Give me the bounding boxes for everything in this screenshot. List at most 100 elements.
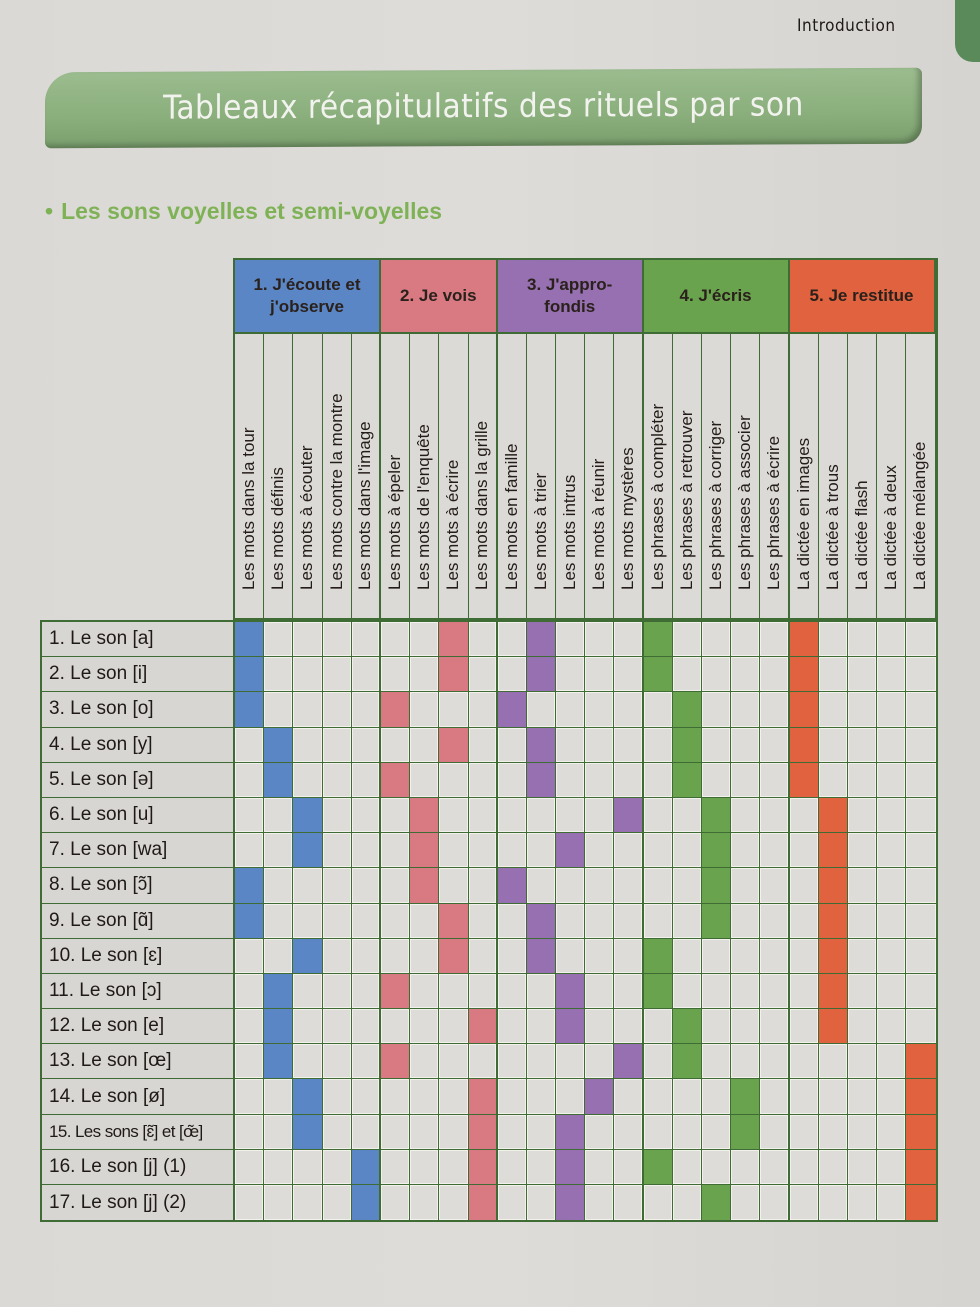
group-header-label: 5. Je restitue <box>809 286 914 305</box>
table-cell <box>614 903 644 939</box>
table-cell <box>439 1114 469 1150</box>
table-cell-filled <box>818 903 848 939</box>
table-cell <box>556 1044 586 1080</box>
table-cell <box>847 1044 878 1080</box>
table-cell <box>877 727 907 763</box>
column-header-label: La dictée à deux <box>881 465 901 590</box>
table-cell <box>293 1185 323 1221</box>
table-cell-filled <box>672 692 702 728</box>
table-cell <box>556 1079 586 1115</box>
table-cell <box>468 938 498 974</box>
column-header-label: Les phrases à écrire <box>763 435 783 590</box>
table-cell <box>672 938 702 974</box>
column-header: Les mots intrus <box>556 332 586 618</box>
table-cell <box>585 622 615 658</box>
table-cell <box>322 938 352 974</box>
table-cell <box>351 727 381 763</box>
table-cell-filled <box>526 903 557 939</box>
table-cell <box>556 657 586 693</box>
table-cell-filled <box>614 1044 644 1080</box>
table-cell <box>847 692 878 728</box>
column-header-label: La dictée mélangée <box>910 441 930 590</box>
table-cell <box>556 868 586 904</box>
table-cell <box>906 657 936 693</box>
column-header: La dictée mélangée <box>906 332 936 618</box>
table-cell-filled <box>264 727 294 763</box>
column-header-label: Les phrases à corriger <box>706 420 726 590</box>
column-header: Les mots à écouter <box>293 332 323 618</box>
table-cell <box>556 903 586 939</box>
table-cell <box>322 868 352 904</box>
table-cell <box>731 903 761 939</box>
table-cell-filled <box>410 833 440 869</box>
table-cell <box>760 1149 790 1185</box>
table-cell <box>847 1079 878 1115</box>
table-cell <box>380 1114 411 1150</box>
table-cell-filled <box>235 903 265 939</box>
table-cell <box>264 622 294 658</box>
table-cell <box>847 1185 878 1221</box>
table-cell-filled <box>789 622 819 658</box>
column-header-label: Les mots à écrire <box>443 459 463 590</box>
table-cell <box>468 622 498 658</box>
table-cell <box>497 1009 527 1045</box>
table-cell <box>468 833 498 869</box>
table-cell <box>877 903 907 939</box>
row-label: 11. Le son [ɔ] <box>42 973 235 1010</box>
table-cell <box>672 622 702 658</box>
table-cell <box>789 868 819 904</box>
table-cell <box>877 797 907 834</box>
table-cell <box>439 1185 469 1221</box>
table-cell-filled <box>264 973 294 1010</box>
table-cell <box>643 1079 673 1115</box>
table-cell <box>235 762 265 798</box>
table-cell <box>322 903 352 939</box>
table-cell-filled <box>906 1114 936 1150</box>
table-cell-filled <box>818 833 848 869</box>
table-cell <box>351 622 381 658</box>
chapter-edge-tab <box>955 0 980 62</box>
table-cell <box>672 1149 702 1185</box>
table-cell-filled <box>293 1079 323 1115</box>
table-cell-filled <box>439 727 469 763</box>
table-cell <box>877 868 907 904</box>
column-header-label: Les mots mystères <box>618 447 638 590</box>
table-cell <box>877 833 907 869</box>
table-cell <box>731 1009 761 1045</box>
table-cell <box>614 1185 644 1221</box>
table-cell-filled <box>614 797 644 834</box>
table-cell <box>556 797 586 834</box>
table-cell <box>877 762 907 798</box>
table-cell-filled <box>439 903 469 939</box>
table-cell <box>585 938 615 974</box>
table-cell <box>410 938 440 974</box>
table-cell-filled <box>351 1149 381 1185</box>
table-cell <box>439 833 469 869</box>
table-cell <box>702 938 732 974</box>
table-cell <box>497 1079 527 1115</box>
table-cell <box>380 797 411 834</box>
table-cell <box>439 973 469 1010</box>
table-cell-filled <box>526 938 557 974</box>
table-cell <box>702 1079 732 1115</box>
table-cell <box>877 1149 907 1185</box>
table-cell-filled <box>351 1185 381 1221</box>
table-cell <box>497 1185 527 1221</box>
table-cell <box>380 903 411 939</box>
table-cell-filled <box>643 1149 673 1185</box>
table-cell <box>235 1009 265 1045</box>
table-cell <box>731 973 761 1010</box>
table-cell-filled <box>526 762 557 798</box>
table-cell-filled <box>672 1044 702 1080</box>
table-cell-filled <box>235 657 265 693</box>
table-cell <box>293 727 323 763</box>
table-cell <box>497 938 527 974</box>
table-cell <box>760 903 790 939</box>
table-cell <box>235 1079 265 1115</box>
table-cell <box>497 762 527 798</box>
table-cell-filled <box>380 973 411 1010</box>
row-label: 2. Le son [i] <box>42 657 235 693</box>
column-header: La dictée à deux <box>877 332 907 618</box>
table-cell-filled <box>906 1044 936 1080</box>
column-header-label: Les mots de l'enquête <box>414 424 434 590</box>
